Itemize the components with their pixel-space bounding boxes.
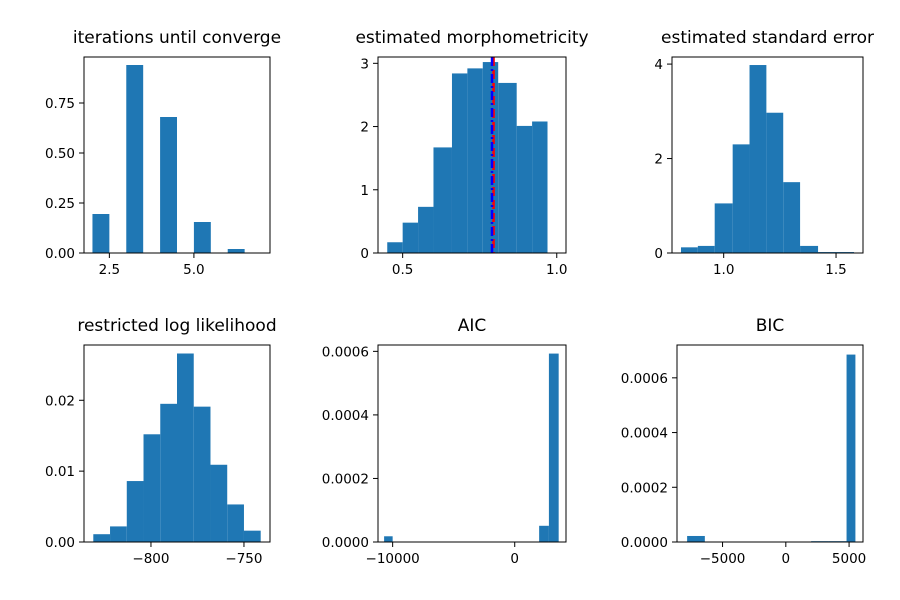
y-tick-label: 0.0002 bbox=[322, 471, 369, 487]
histogram-bar bbox=[766, 112, 784, 253]
histogram-bar bbox=[532, 121, 548, 253]
histogram-bar bbox=[687, 535, 705, 542]
histogram-bar bbox=[143, 434, 161, 542]
axes-frame bbox=[676, 344, 864, 543]
y-tick-label: 0.02 bbox=[45, 393, 75, 409]
histogram-panel: −5000 0 5000 0.0000 0.0002 0.0004 0.0006 BIC bbox=[621, 316, 867, 567]
histogram-bar bbox=[697, 245, 715, 253]
y-tick-label: 0.01 bbox=[45, 464, 75, 480]
histogram-bar bbox=[177, 353, 194, 542]
histogram-bar bbox=[482, 62, 499, 254]
axes-frame bbox=[377, 56, 567, 254]
histogram-panel: −10000 0 0.0000 0.0002 0.0004 0.0006 AIC bbox=[322, 316, 567, 567]
y-tick-label: 0.0000 bbox=[322, 535, 369, 551]
y-tick-label: 0.0002 bbox=[621, 480, 668, 496]
x-tick-label: −750 bbox=[225, 551, 262, 567]
x-tick-label: 1.5 bbox=[825, 262, 846, 278]
y-tick-label: 0.75 bbox=[45, 96, 75, 112]
y-tick-label: 2 bbox=[654, 152, 663, 168]
y-tick-label: 0.0004 bbox=[621, 426, 668, 442]
x-tick-label: 0.5 bbox=[392, 262, 413, 278]
histogram-bar bbox=[110, 526, 127, 542]
histogram-bar bbox=[451, 73, 468, 253]
histogram-bar bbox=[800, 245, 819, 253]
y-tick-label: 0.25 bbox=[45, 196, 75, 212]
y-tick-label: 0.0004 bbox=[322, 408, 369, 424]
y-tick-label: 0.0006 bbox=[322, 344, 369, 360]
histogram-bar bbox=[846, 354, 856, 542]
histogram-bar bbox=[384, 536, 393, 542]
axes-frame bbox=[671, 56, 864, 254]
panel-title: estimated standard error bbox=[661, 28, 874, 48]
axes-frame bbox=[83, 344, 271, 543]
histogram-panel: 1.0 1.5 0 2 4 estimated standard error bbox=[654, 28, 874, 278]
y-tick-label: 0 bbox=[654, 246, 663, 262]
axes-frame bbox=[83, 56, 271, 254]
axes-frame bbox=[377, 344, 567, 543]
panel-title: iterations until converge bbox=[73, 28, 281, 48]
y-tick-label: 1 bbox=[360, 183, 369, 199]
y-tick-label: 0 bbox=[360, 246, 369, 262]
panel-title: estimated morphometricity bbox=[355, 28, 588, 48]
histogram-bar bbox=[539, 525, 549, 542]
histogram-panel: 0.5 1.0 0 1 2 3 estimated morphometricity bbox=[355, 28, 588, 278]
histogram-bar bbox=[160, 117, 177, 253]
panel-title: restricted log likelihood bbox=[77, 316, 276, 336]
histogram-bar bbox=[210, 464, 228, 542]
histogram-bar bbox=[732, 144, 750, 253]
x-tick-label: 2.5 bbox=[99, 262, 120, 278]
histogram-bar bbox=[402, 222, 419, 253]
histogram-bar bbox=[714, 203, 733, 253]
histogram-bar bbox=[126, 481, 144, 542]
x-tick-label: 5.0 bbox=[183, 262, 204, 278]
x-tick-label: −5000 bbox=[700, 551, 746, 567]
x-tick-label: 1.0 bbox=[713, 262, 734, 278]
x-tick-label: 0 bbox=[782, 551, 791, 567]
x-tick-label: −800 bbox=[132, 551, 169, 567]
x-tick-label: 1.0 bbox=[546, 262, 567, 278]
histogram-bar bbox=[227, 504, 244, 542]
histogram-bar bbox=[467, 68, 483, 253]
histogram-bar bbox=[498, 82, 517, 253]
histogram-bar bbox=[126, 65, 144, 253]
y-tick-label: 3 bbox=[360, 56, 369, 72]
y-tick-label: 4 bbox=[654, 57, 663, 73]
y-tick-label: 0.50 bbox=[45, 146, 75, 162]
x-tick-label: 5000 bbox=[832, 551, 866, 567]
y-tick-label: 0.00 bbox=[45, 246, 75, 262]
histogram-bar bbox=[243, 530, 261, 542]
histogram-bar bbox=[227, 249, 245, 253]
histogram-panel: −800 −750 0.00 0.01 0.02 restricted log likel… bbox=[45, 316, 277, 567]
histogram-bar bbox=[433, 147, 452, 253]
panel-title: AIC bbox=[458, 316, 487, 336]
histogram-bar bbox=[516, 125, 533, 253]
histogram-bar bbox=[193, 406, 211, 542]
x-tick-label: −10000 bbox=[366, 551, 420, 567]
histogram-bar bbox=[193, 222, 211, 253]
histogram-bar bbox=[92, 214, 110, 253]
histogram-bar bbox=[749, 65, 767, 253]
y-tick-label: 2 bbox=[360, 120, 369, 136]
histogram-bar bbox=[160, 403, 177, 542]
histogram-bar bbox=[93, 534, 111, 542]
y-tick-label: 0.0006 bbox=[621, 371, 668, 387]
x-tick-label: 0 bbox=[510, 551, 519, 567]
histogram-bar bbox=[387, 242, 403, 253]
panel-title: BIC bbox=[756, 316, 785, 336]
histogram-bar bbox=[548, 353, 559, 542]
y-tick-label: 0.0000 bbox=[621, 535, 668, 551]
histogram-bar bbox=[418, 206, 434, 253]
histogram-bar bbox=[680, 247, 698, 253]
histogram-panel: 2.5 5.0 0.00 0.25 0.50 0.75 iterations until c… bbox=[45, 28, 281, 278]
y-tick-label: 0.00 bbox=[45, 535, 75, 551]
histogram-bar bbox=[783, 182, 801, 253]
